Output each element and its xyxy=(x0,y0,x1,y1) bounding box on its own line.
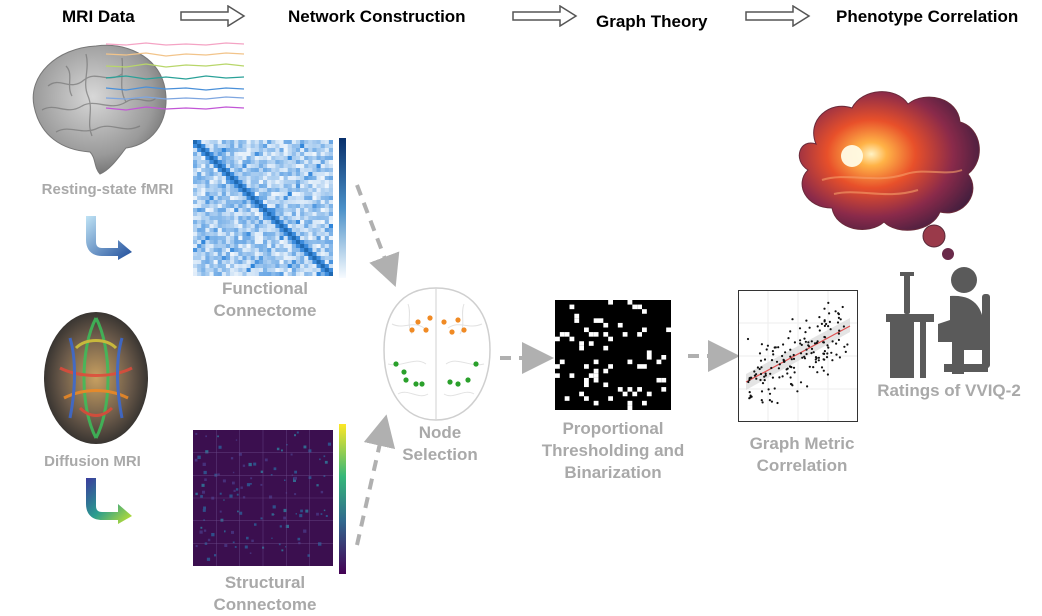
resting-state-fmri-label: Resting-state fMRI xyxy=(41,181,174,198)
ratings-vviq-label: Ratings of VVIQ-2 xyxy=(877,381,1021,400)
brain-fmri-illustration xyxy=(32,42,245,175)
flow-arrow-2 xyxy=(512,5,578,27)
binarized-matrix xyxy=(555,300,671,410)
fmri-curved-arrow xyxy=(86,216,132,260)
node-selection-brain xyxy=(383,287,491,421)
structural-colorbar xyxy=(339,424,346,574)
functional-connectome-label: Functional Connectome xyxy=(213,279,317,320)
stage-title-graph-theory: Graph Theory xyxy=(596,12,708,31)
stage-title-phenotype-correlation: Phenotype Correlation xyxy=(836,7,1019,26)
thresholding-label: Proportional Thresholding and Binarizati… xyxy=(541,419,685,482)
dmri-curved-arrow xyxy=(86,478,132,524)
flow-arrow-3 xyxy=(745,5,811,27)
diffusion-brain-illustration xyxy=(44,312,148,444)
graph-metric-scatter xyxy=(738,290,858,422)
diffusion-mri-label: Diffusion MRI xyxy=(44,453,141,470)
node-selection-label: Node Selection xyxy=(402,423,478,464)
stage-title-mri-data: MRI Data xyxy=(62,7,135,26)
structural-connectome-matrix xyxy=(193,430,333,566)
rater-at-desk-icon xyxy=(886,267,990,378)
fc-to-node-arrow xyxy=(355,184,400,287)
graph-metric-label: Graph Metric Correlation xyxy=(749,434,855,475)
functional-connectome-matrix xyxy=(193,140,333,276)
imagery-thought-cloud xyxy=(798,91,980,260)
structural-connectome-label: Structural Connectome xyxy=(213,573,317,614)
sc-to-node-arrow xyxy=(355,414,396,546)
stage-title-network-construction: Network Construction xyxy=(288,7,466,26)
functional-colorbar xyxy=(339,138,346,278)
flow-arrow-1 xyxy=(180,5,246,27)
fit-line xyxy=(745,325,851,383)
